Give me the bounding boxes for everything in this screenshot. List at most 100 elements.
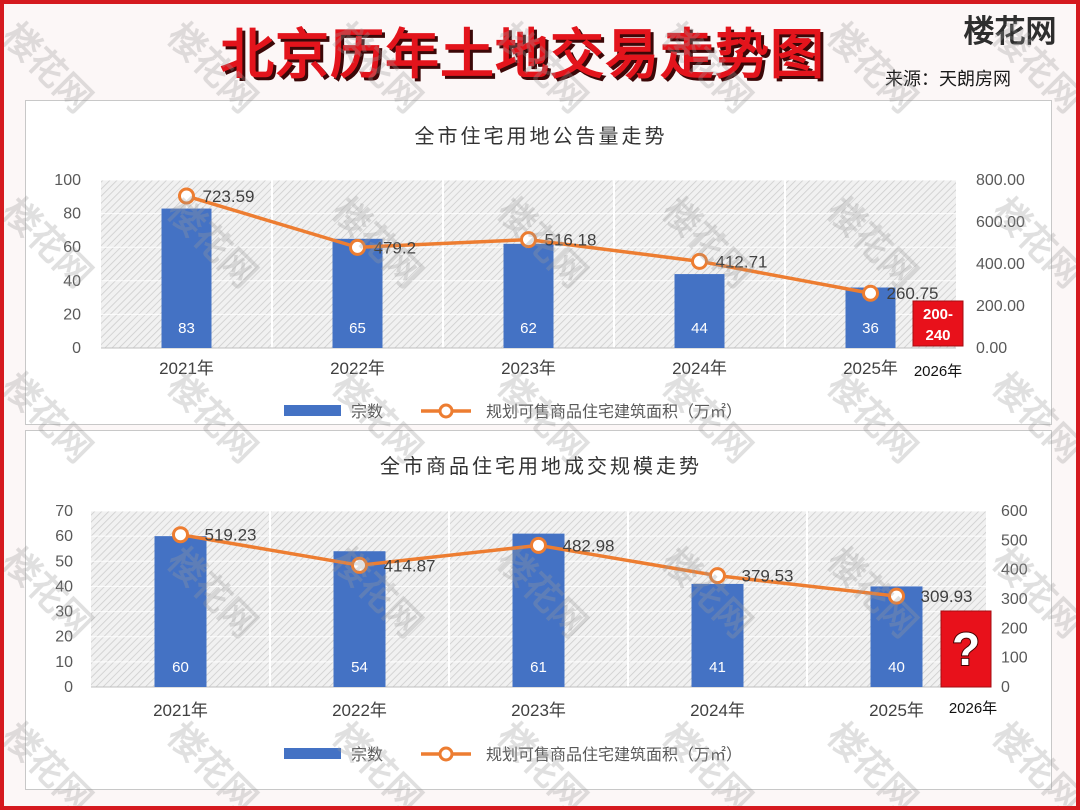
forecast-year-label: 2026年: [914, 363, 962, 380]
left-axis-tick-label: 70: [55, 503, 73, 520]
legend-swatch-bar: [284, 748, 341, 759]
line-value-label: 379.53: [742, 567, 794, 586]
right-axis-tick-label: 0.00: [976, 340, 1007, 357]
bar-value-label: 40: [888, 659, 905, 676]
left-axis-tick-label: 20: [63, 306, 81, 323]
right-axis-tick-label: 600: [1001, 503, 1028, 520]
category-label: 2021年: [159, 359, 214, 378]
bar-value-label: 41: [709, 659, 726, 676]
category-label: 2024年: [672, 359, 727, 378]
left-axis-tick-label: 50: [55, 553, 73, 570]
category-label: 2023年: [501, 359, 556, 378]
right-axis-tick-label: 400: [1001, 562, 1028, 579]
right-axis-tick-label: 300: [1001, 591, 1028, 608]
bar: [691, 583, 744, 687]
line-value-label: 414.87: [384, 556, 436, 575]
left-axis-tick-label: 40: [55, 578, 73, 595]
line-value-label: 516.18: [545, 231, 597, 250]
left-axis-tick-label: 0: [64, 679, 73, 696]
forecast-value: 240: [925, 327, 950, 344]
page-title: 北京历年土地交易走势图: [220, 23, 825, 86]
line-point: [520, 231, 537, 249]
legend-label: 规划可售商品住宅建筑面积（万㎡）: [486, 746, 742, 764]
category-label: 2021年: [153, 701, 208, 720]
forecast-year-label: 2026年: [949, 700, 997, 717]
line-point: [862, 284, 879, 302]
legend-label: 宗数: [351, 403, 383, 421]
category-label: 2022年: [330, 359, 385, 378]
legend: 宗数 规划可售商品住宅建筑面积（万㎡）: [284, 403, 742, 421]
forecast-box: [940, 610, 992, 688]
chart-title: 全市住宅用地公告量走势: [415, 124, 668, 148]
bar: [503, 243, 554, 348]
line-point: [172, 526, 189, 544]
right-axis-tick-label: 200.00: [976, 298, 1025, 315]
right-axis-tick-label: 600.00: [976, 214, 1025, 231]
chart-panel-land-transactions: 全市商品住宅用地成交规模走势 0 10 20 30 40 50 60 70 0 100 200 300 4…: [25, 430, 1052, 790]
line-point: [888, 587, 905, 605]
logo: 楼花网: [963, 14, 1057, 50]
left-axis-tick-label: 100: [54, 172, 81, 189]
category-label: 2022年: [332, 701, 387, 720]
line-point: [178, 187, 195, 205]
line-value-label: 723.59: [203, 187, 255, 206]
category-label: 2024年: [690, 701, 745, 720]
bar-value-label: 54: [351, 659, 368, 676]
line-point: [530, 536, 547, 554]
bar: [154, 536, 207, 687]
chart-land-transactions: 全市商品住宅用地成交规模走势 0 10 20 30 40 50 60 70 0 100 200 300 4…: [55, 454, 1028, 764]
bar: [332, 238, 383, 348]
right-axis-tick-label: 500: [1001, 532, 1028, 549]
chart-land-announcements: 全市住宅用地公告量走势 0 20 40 60 80 100 0.00 200.00 400.00 6…: [54, 124, 1025, 421]
forecast-value: 200-: [923, 306, 953, 323]
chart-panel-land-announcements: 全市住宅用地公告量走势 0 20 40 60 80 100 0.00 200.00 400.00 6…: [25, 100, 1052, 425]
bar: [161, 208, 212, 348]
forecast-box: [912, 300, 964, 347]
line-point: [349, 238, 366, 256]
legend-label: 规划可售商品住宅建筑面积（万㎡）: [486, 403, 742, 421]
line-value-label: 412.71: [716, 252, 768, 271]
left-axis-tick-label: 10: [55, 654, 73, 671]
legend-swatch-marker: [438, 403, 454, 419]
left-axis-tick-label: 80: [63, 206, 81, 223]
line-value-label: 482.98: [563, 536, 615, 555]
chart-title: 全市商品住宅用地成交规模走势: [380, 454, 702, 478]
legend-label: 宗数: [351, 746, 383, 764]
line-value-label: 479.2: [374, 238, 417, 257]
category-label: 2023年: [511, 701, 566, 720]
left-axis-tick-label: 0: [72, 340, 81, 357]
right-axis-tick-label: 400.00: [976, 256, 1025, 273]
bar-value-label: 44: [691, 320, 708, 337]
left-axis-tick-label: 40: [63, 273, 81, 290]
line-point: [351, 556, 368, 574]
line-point: [709, 567, 726, 585]
bar-value-label: 62: [520, 320, 537, 337]
bar: [674, 274, 725, 348]
left-axis-tick-label: 60: [55, 528, 73, 545]
legend-swatch-marker: [438, 746, 454, 762]
category-label: 2025年: [843, 359, 898, 378]
right-axis-tick-label: 0: [1001, 679, 1010, 696]
line-value-label: 260.75: [887, 284, 939, 303]
line-point: [691, 252, 708, 270]
legend: 宗数 规划可售商品住宅建筑面积（万㎡）: [284, 746, 742, 764]
right-axis-tick-label: 100: [1001, 650, 1028, 667]
bar: [333, 551, 386, 687]
left-axis-tick-label: 20: [55, 629, 73, 646]
line-value-label: 519.23: [205, 526, 257, 545]
bar: [512, 533, 565, 687]
source-note: 来源：天朗房网: [885, 69, 1011, 90]
right-axis-tick-label: 800.00: [976, 172, 1025, 189]
bar-value-label: 36: [862, 320, 879, 337]
bar-value-label: 61: [530, 659, 547, 676]
left-axis-tick-label: 30: [55, 604, 73, 621]
forecast-value: ?: [952, 623, 980, 675]
left-axis-tick-label: 60: [63, 239, 81, 256]
line-value-label: 309.93: [921, 587, 973, 606]
right-axis-tick-label: 200: [1001, 620, 1028, 637]
bar-value-label: 83: [178, 320, 195, 337]
legend-swatch-bar: [284, 405, 341, 416]
category-label: 2025年: [869, 701, 924, 720]
bar-value-label: 65: [349, 320, 366, 337]
